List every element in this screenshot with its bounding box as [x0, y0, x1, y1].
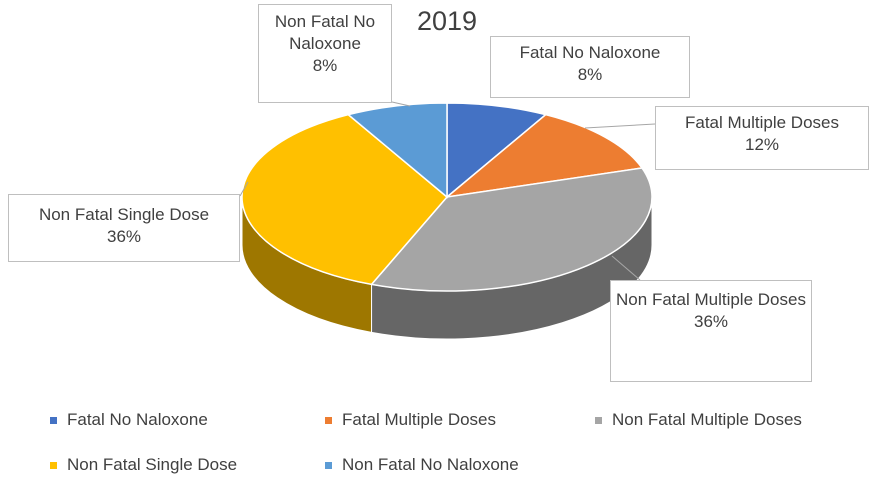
legend-item: Fatal No Naloxone	[50, 410, 208, 430]
legend-label: Non Fatal Multiple Doses	[612, 410, 802, 429]
leader-line	[239, 181, 249, 197]
legend-label: Non Fatal Single Dose	[67, 455, 238, 474]
legend-swatch	[50, 462, 57, 470]
label-value: 8%	[577, 65, 603, 84]
legend-item: Fatal Multiple Doses	[325, 410, 496, 430]
legend-item: Non Fatal Multiple Doses	[595, 410, 802, 430]
data-label: Fatal No Naloxone 8%	[490, 36, 690, 98]
label-name: Non Fatal Single Dose	[38, 205, 210, 224]
pie-slice	[346, 102, 448, 199]
data-label: Fatal Multiple Doses 12%	[655, 106, 869, 170]
legend-label: Fatal Multiple Doses	[342, 410, 497, 429]
label-value: 12%	[744, 135, 780, 154]
legend-swatch	[325, 417, 332, 425]
leader-line	[584, 123, 656, 129]
pie	[241, 102, 653, 340]
legend-item: Non Fatal No Naloxone	[325, 455, 519, 475]
legend-item: Non Fatal Single Dose	[50, 455, 237, 475]
label-value: 36%	[693, 312, 729, 331]
pie-slice	[241, 113, 449, 286]
label-name: Fatal No Naloxone	[519, 43, 661, 62]
label-value: 8%	[312, 56, 338, 75]
label-value: 36%	[106, 227, 142, 246]
label-name: Fatal Multiple Doses	[684, 113, 839, 132]
label-name: Non Fatal No Naloxone	[274, 12, 376, 53]
legend-swatch	[325, 462, 332, 470]
label-name: Non Fatal Multiple Doses	[616, 290, 806, 309]
pie-slice	[444, 113, 644, 199]
pie-slice	[446, 102, 548, 199]
chart-title: 2019	[416, 6, 478, 36]
leader-lines	[239, 101, 656, 281]
leader-line	[391, 101, 411, 107]
pie-slice	[370, 167, 653, 292]
data-label: Non Fatal Single Dose 36%	[8, 194, 240, 262]
legend-swatch	[595, 417, 602, 425]
legend-label: Fatal No Naloxone	[67, 410, 208, 429]
legend-swatch	[50, 417, 57, 425]
legend-label: Non Fatal No Naloxone	[342, 455, 519, 474]
data-label: Non Fatal No Naloxone 8%	[258, 4, 392, 103]
data-label: Non Fatal Multiple Doses 36%	[610, 280, 812, 382]
leader-line	[611, 255, 641, 281]
